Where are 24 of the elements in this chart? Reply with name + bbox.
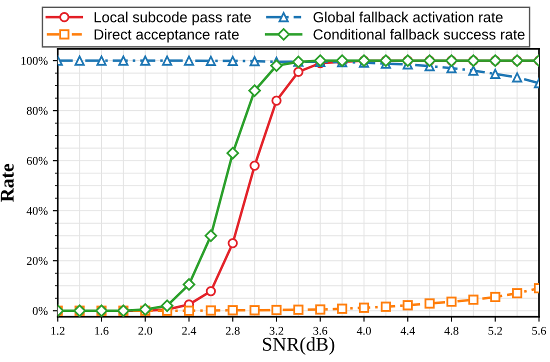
y-tick-label: 40% [26,206,48,215]
x-tick-label: 2.8 [226,326,240,335]
x-tick-label: 5.6 [532,326,546,335]
x-tick-label: 4.0 [356,326,371,335]
y-tick-label: 60% [26,156,48,165]
x-tick-label: 4.4 [400,326,415,335]
x-axis-title: SNR(dB) [262,337,334,355]
x-tick-label: 4.8 [444,326,458,335]
x-tick-label: 3.2 [270,326,284,335]
legend-label: Local subcode pass rate [94,12,251,26]
x-tick-label: 1.6 [95,326,109,335]
y-tick-label: 100% [22,56,48,65]
y-tick-label: 0% [32,306,48,315]
y-axis-title: Rate [0,164,14,202]
y-tick-label: 80% [26,106,48,115]
legend-label: Conditional fallback success rate [314,28,525,40]
legend-label: Direct acceptance rate [94,28,239,42]
x-tick-label: 3.6 [313,326,328,335]
x-tick-label: 2.0 [138,326,152,335]
legend-label: Global fallback activation rate [314,12,503,22]
x-tick-label: 2.4 [182,326,196,335]
x-tick-label: 1.2 [51,326,64,335]
y-tick-label: 20% [26,256,48,265]
x-tick-label: 5.2 [488,326,502,335]
